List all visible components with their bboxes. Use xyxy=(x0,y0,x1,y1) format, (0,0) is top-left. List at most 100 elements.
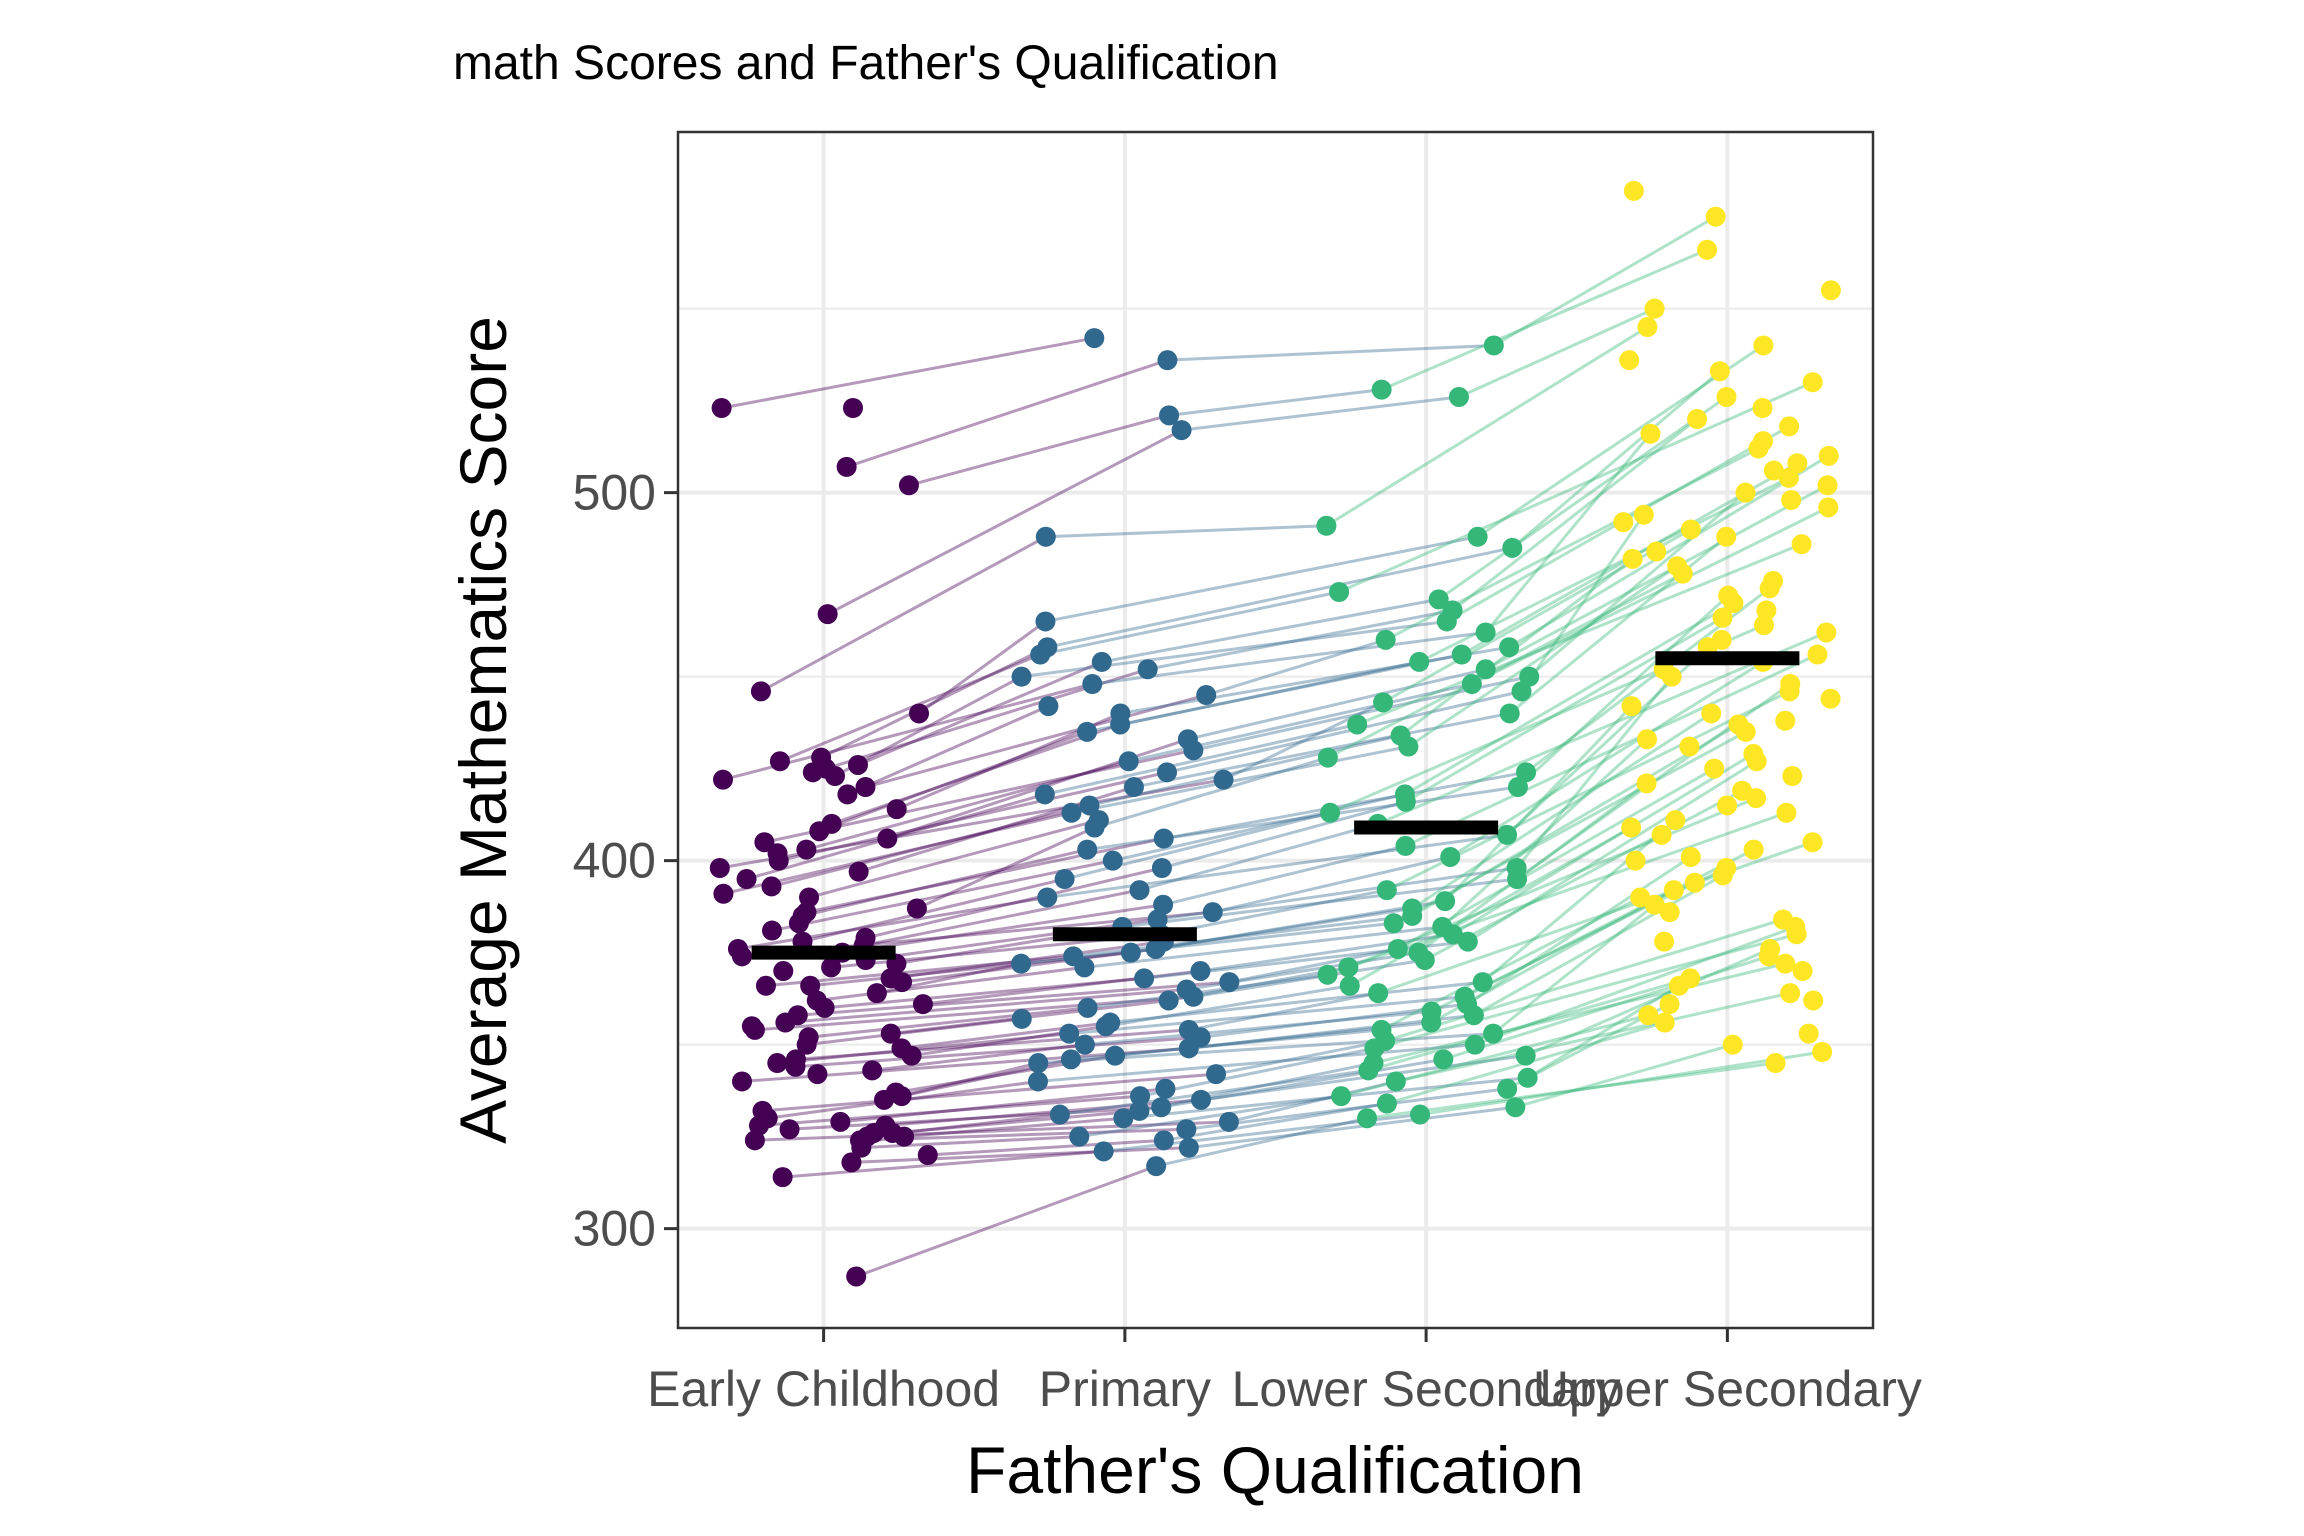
data-point xyxy=(1507,777,1528,798)
data-point xyxy=(1505,1097,1526,1118)
connecting-line xyxy=(1168,388,1382,417)
data-point xyxy=(1129,880,1150,901)
data-point xyxy=(1506,858,1527,878)
data-point xyxy=(1464,1034,1485,1055)
data-point xyxy=(1718,585,1739,606)
data-point xyxy=(1515,1045,1536,1066)
data-point xyxy=(1820,688,1841,709)
data-point xyxy=(1028,1053,1049,1074)
data-point xyxy=(787,1005,808,1026)
data-point xyxy=(1440,846,1461,867)
connecting-line xyxy=(1525,947,1771,1058)
connecting-line xyxy=(1481,819,1677,984)
connecting-line xyxy=(1511,370,1721,549)
connecting-line xyxy=(1119,653,1462,726)
data-point xyxy=(1499,703,1520,724)
data-point xyxy=(711,398,732,418)
data-point xyxy=(1077,721,1098,742)
connecting-line xyxy=(846,358,1168,469)
connecting-line xyxy=(1508,454,1830,649)
connecting-line xyxy=(1441,738,1649,928)
data-point xyxy=(1171,420,1192,441)
connecting-line xyxy=(1021,619,1447,679)
data-point xyxy=(1113,1108,1134,1129)
connecting-line xyxy=(1485,483,1829,671)
data-point xyxy=(1451,644,1472,665)
data-points xyxy=(709,180,1841,1287)
data-point xyxy=(1659,902,1680,923)
connecting-line xyxy=(1373,932,1798,1050)
data-point xyxy=(1435,891,1456,912)
connecting-line xyxy=(903,1116,1124,1139)
data-point xyxy=(1196,685,1217,706)
data-point xyxy=(1054,869,1075,890)
connecting-line xyxy=(1123,1076,1528,1120)
y-axis-title: Average Mathematics Score xyxy=(446,316,520,1144)
data-point xyxy=(1410,1104,1431,1125)
data-point xyxy=(1153,894,1174,915)
connecting-line xyxy=(795,1028,1189,1061)
data-point xyxy=(1752,398,1773,418)
connecting-line xyxy=(851,1146,1189,1164)
connecting-line xyxy=(1373,962,1786,1065)
data-point xyxy=(1371,379,1392,400)
connecting-line xyxy=(1092,630,1486,686)
data-point xyxy=(1176,1119,1197,1140)
data-point xyxy=(891,1038,912,1059)
data-point xyxy=(1779,416,1800,437)
data-point xyxy=(1633,504,1654,525)
connecting-line xyxy=(795,1035,1201,1069)
connecting-line xyxy=(922,969,1201,1006)
data-point xyxy=(1105,1045,1126,1066)
connecting-line xyxy=(1084,1010,1432,1047)
data-point xyxy=(1817,475,1838,496)
data-point xyxy=(761,876,782,897)
connecting-line xyxy=(1166,689,1522,774)
data-point xyxy=(1687,409,1708,430)
grid-major xyxy=(678,132,1873,1328)
connecting-line xyxy=(1112,792,1406,863)
plot-panel-border xyxy=(676,130,1875,1330)
data-point xyxy=(1063,946,1084,967)
connecting-line xyxy=(820,645,1049,759)
connecting-line xyxy=(758,1094,1141,1128)
data-point xyxy=(1027,1071,1048,1092)
connecting-line xyxy=(1397,767,1715,951)
connecting-line xyxy=(1187,667,1487,741)
connecting-line xyxy=(1528,491,1747,678)
data-point xyxy=(1760,938,1781,959)
data-point xyxy=(1100,1012,1121,1033)
data-point xyxy=(1502,537,1523,558)
data-point xyxy=(1630,887,1651,908)
data-point xyxy=(1206,1064,1227,1085)
connecting-line xyxy=(1474,925,1796,1047)
data-point xyxy=(1394,784,1415,805)
connecting-line xyxy=(1347,796,1757,969)
data-point xyxy=(736,869,757,890)
data-point xyxy=(1516,762,1537,783)
data-point xyxy=(1743,743,1764,764)
data-point xyxy=(1622,548,1643,569)
connecting-line xyxy=(808,818,1100,899)
data-point xyxy=(811,747,832,768)
connecting-line xyxy=(865,693,1207,789)
data-point xyxy=(1667,556,1688,577)
connecting-line xyxy=(806,1017,1022,1047)
data-point xyxy=(1792,961,1813,982)
data-point xyxy=(1638,1005,1659,1026)
connecting-line xyxy=(861,1135,1080,1150)
data-point xyxy=(821,813,842,834)
data-point xyxy=(866,983,887,1004)
connecting-line xyxy=(916,826,1096,910)
data-point xyxy=(847,754,868,775)
data-point xyxy=(1178,1019,1199,1040)
data-point xyxy=(732,1071,753,1092)
connecting-line xyxy=(778,770,1168,863)
data-point xyxy=(880,1023,901,1044)
data-point xyxy=(1159,405,1180,426)
data-point xyxy=(1763,460,1784,481)
data-point xyxy=(1679,736,1700,757)
data-point xyxy=(1395,835,1416,856)
data-point xyxy=(1428,589,1449,610)
